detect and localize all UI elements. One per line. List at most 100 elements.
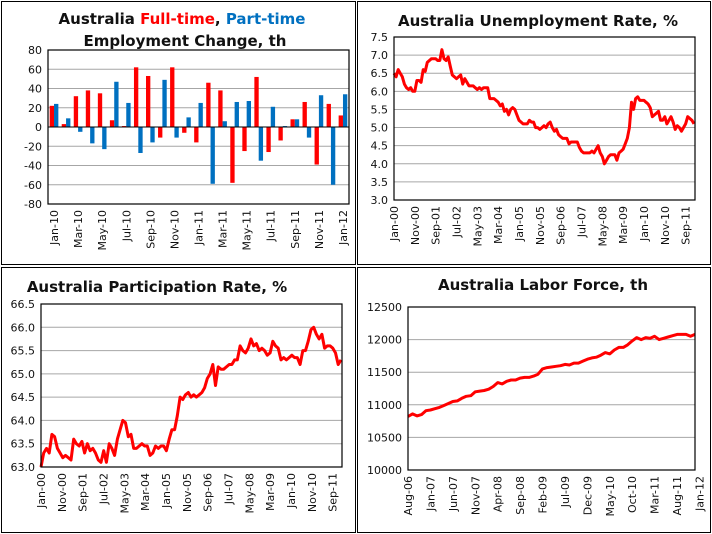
unemployment-chart: Australia Unemployment Rate, % 3.0 3.5 4.0… (371, 12, 696, 247)
x-tick-label: Jan-10 (285, 473, 298, 509)
plot-area (408, 307, 695, 470)
y-tick-label: 66.0 (11, 321, 36, 334)
y-tick-label: 11000 (367, 399, 402, 412)
full-time-bar (302, 101, 307, 127)
x-tick-label: Mar-04 (492, 206, 505, 244)
y-tick-label: 65.0 (11, 368, 36, 381)
x-tick-label: Sep-11 (680, 206, 693, 245)
part-time-bar (66, 118, 71, 127)
x-tick-label: Nov-10 (306, 473, 319, 512)
x-tick-label: Jul-09 (559, 476, 572, 508)
x-tick-label: Jan-10 (48, 210, 61, 246)
part-time-bar (198, 102, 203, 127)
employment-change-panel: Australia Full-time, Part-time Employmen… (1, 1, 356, 265)
x-tick-label: Nov-05 (534, 206, 547, 245)
x-tick-label: Mar-04 (139, 473, 152, 511)
part-time-bar (234, 101, 239, 127)
full-time-bar (326, 103, 331, 127)
part-time-bar (126, 102, 131, 127)
y-tick-label: -20 (24, 140, 42, 153)
y-tick-label: 11500 (367, 366, 402, 379)
x-tick-label: Apr-08 (492, 476, 505, 512)
y-tick-label: 6.5 (371, 67, 389, 80)
y-tick-label: 5.5 (371, 103, 389, 116)
x-tick-label: Sep-11 (289, 210, 302, 249)
y-tick-label: 12000 (367, 334, 402, 347)
part-time-bar (258, 127, 264, 161)
labor-force-chart: Australia Labor Force, th 10000 10500 1100… (367, 276, 706, 517)
x-tick-label: Jan-07 (424, 476, 437, 512)
full-time-bar (314, 127, 319, 165)
x-tick-label: Nov-00 (409, 206, 422, 245)
title-part: Australia (59, 10, 141, 28)
y-tick-label: 12500 (367, 301, 402, 314)
part-time-bar (174, 127, 179, 138)
part-time-bar (294, 119, 300, 127)
part-time-bar (210, 127, 215, 184)
y-tick-label: 63.5 (11, 438, 36, 451)
part-time-bar (162, 79, 167, 127)
unemployment-panel: Australia Unemployment Rate, % 3.0 3.5 4.0… (357, 1, 711, 265)
x-tick-label: May-10 (96, 210, 109, 251)
part-time-bar (78, 127, 83, 132)
y-tick-label: 4.0 (371, 158, 389, 171)
x-tick-label: Nov-00 (56, 473, 69, 512)
full-time-bar (182, 127, 187, 133)
plot-border (393, 36, 696, 201)
x-tick-label: Jan-05 (160, 473, 173, 509)
full-time-bar (242, 127, 247, 152)
y-tick-label: 10000 (367, 464, 402, 477)
y-tick-label: 7.0 (371, 49, 389, 62)
y-tick-label: 64.5 (11, 391, 36, 404)
x-tick-label: Jul-10 (120, 210, 133, 242)
full-time-bar (73, 96, 79, 127)
y-tick-label: 4.5 (371, 140, 389, 153)
x-tick-label: Jan-00 (35, 473, 48, 509)
part-time-bar (54, 103, 59, 127)
y-tick-label: 3.0 (371, 194, 389, 207)
x-tick-label: Jan-10 (638, 206, 651, 242)
x-tick-label: Nov-10 (659, 206, 672, 245)
full-time-bar (206, 82, 211, 127)
x-tick-label: Feb-09 (537, 476, 550, 513)
x-tick-label: May-08 (596, 206, 609, 247)
chart-title: Australia Participation Rate, % (27, 278, 287, 296)
series-line (392, 48, 696, 166)
full-time-bar (61, 124, 67, 127)
x-tick-label: May-03 (118, 473, 131, 514)
x-tick-label: Mar-11 (217, 210, 230, 248)
y-tick-label: 0 (35, 121, 42, 134)
x-tick-label: May-11 (241, 210, 254, 251)
labor-force-panel: Australia Labor Force, th 10000 10500 1100… (357, 267, 711, 533)
x-tick-label: Sep-10 (144, 210, 157, 249)
x-tick-label: Sep-06 (202, 473, 215, 512)
full-time-bar (146, 75, 151, 127)
employment-change-chart: Australia Full-time, Part-time Employmen… (24, 10, 350, 251)
chart-title: Australia Labor Force, th (438, 276, 648, 294)
full-time-bar (254, 76, 259, 127)
x-tick-label: Jan-00 (388, 206, 401, 242)
full-time-bar (97, 93, 103, 127)
x-tick-label: Sep-01 (77, 473, 90, 512)
x-tick-label: Jan-12 (337, 210, 350, 246)
part-time-bar (90, 127, 95, 144)
y-tick-label: 6.0 (371, 85, 389, 98)
full-time-bar (290, 119, 295, 127)
chart-subtitle: Employment Change, th (84, 32, 287, 50)
part-time-bar (138, 127, 143, 153)
part-time-bar (150, 127, 155, 143)
x-tick-label: Oct-10 (626, 476, 639, 513)
x-tick-label: Mar-09 (264, 473, 277, 511)
x-tick-label: Jan-11 (193, 210, 206, 246)
x-tick-label: Mar-10 (72, 210, 85, 248)
x-tick-label: Jul-11 (265, 210, 278, 242)
part-time-bar (114, 81, 119, 127)
part-time-bar (246, 101, 251, 127)
x-tick-label: May-08 (243, 473, 256, 514)
chart-title: Australia Unemployment Rate, % (398, 12, 678, 30)
x-tick-label: Nov-05 (181, 473, 194, 512)
full-time-bar (194, 127, 199, 143)
part-time-bar (270, 106, 276, 127)
part-time-bar (318, 95, 324, 127)
title-part-time: Part-time (226, 10, 306, 28)
